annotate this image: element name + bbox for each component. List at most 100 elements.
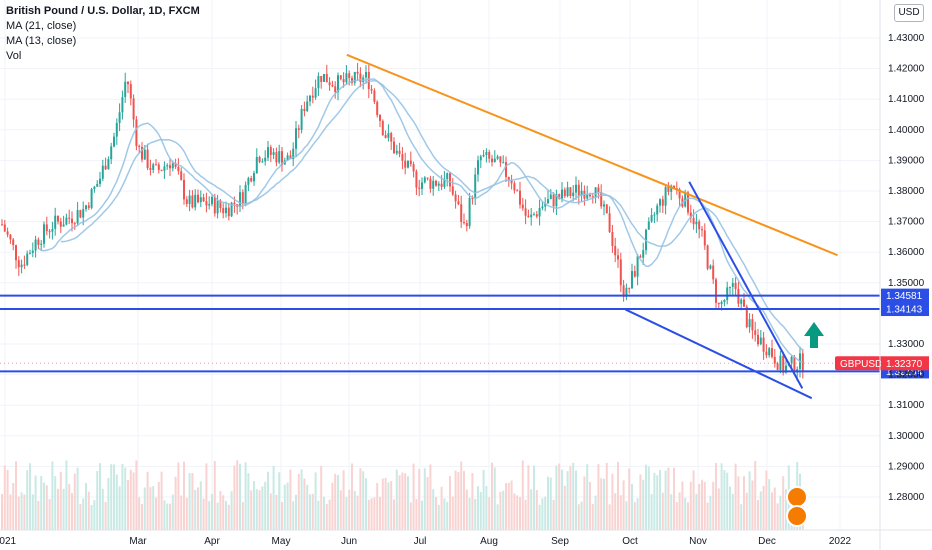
volume-bar xyxy=(740,504,743,530)
volume-bar xyxy=(479,491,482,530)
candle-body xyxy=(365,71,367,78)
candle-body xyxy=(415,171,418,188)
volume-bar xyxy=(628,468,631,530)
candle-body xyxy=(87,205,90,208)
volume-bar xyxy=(465,489,468,530)
grid xyxy=(0,0,880,530)
candle-body xyxy=(127,81,129,85)
volume-bar xyxy=(535,490,538,530)
candle-body xyxy=(37,239,40,245)
volume-bar xyxy=(59,471,62,530)
indicator-ma21[interactable]: MA (21, close) xyxy=(6,20,77,32)
candle-body xyxy=(521,204,524,209)
volume-bar xyxy=(709,495,712,530)
volume-bar xyxy=(471,473,474,530)
volume-bar xyxy=(423,468,426,530)
event-badge-flag-icon[interactable] xyxy=(786,505,808,527)
volume-bar xyxy=(577,504,580,530)
candle-body xyxy=(549,194,552,200)
volume-bar xyxy=(124,467,127,530)
volume-bar xyxy=(729,486,731,530)
volume-bar xyxy=(281,501,283,530)
candle-body xyxy=(9,234,12,240)
candle-body xyxy=(183,179,185,200)
candle-body xyxy=(617,255,619,260)
volume-bar xyxy=(250,490,253,530)
volume-bar xyxy=(390,481,393,530)
volume-bar xyxy=(351,463,353,530)
candle-body xyxy=(510,179,513,184)
volume-bar xyxy=(561,469,563,530)
candle-body xyxy=(40,243,43,245)
candle-body xyxy=(460,204,463,223)
currency-button[interactable]: USD xyxy=(894,4,924,22)
candle-body xyxy=(29,252,31,254)
candle-body xyxy=(353,71,356,83)
volume-bar xyxy=(160,471,163,530)
candle-body xyxy=(43,224,45,244)
candle-body xyxy=(314,88,317,98)
volume-bar xyxy=(26,470,29,530)
volume-bar xyxy=(446,501,449,530)
volume-bar xyxy=(82,498,85,530)
volume-bar xyxy=(269,493,272,530)
volume-bar xyxy=(558,463,561,530)
candle-body xyxy=(701,229,703,231)
volume-bar xyxy=(703,481,706,530)
candle-body xyxy=(527,215,530,218)
candle-body xyxy=(169,165,171,169)
moving-averages xyxy=(38,78,804,363)
volume-bar xyxy=(370,498,373,530)
candle-body xyxy=(309,95,311,102)
candle-body xyxy=(376,101,379,116)
volume-bar xyxy=(572,462,575,530)
x-tick-label: Mar xyxy=(129,536,147,547)
candle-body xyxy=(239,192,241,207)
volume-bar xyxy=(547,476,549,530)
volume-bar xyxy=(311,493,314,530)
volume-bar xyxy=(530,489,533,530)
volume-bar xyxy=(205,463,208,530)
candle-body xyxy=(334,86,337,93)
volume-bar xyxy=(208,501,211,530)
candle-body xyxy=(135,119,138,146)
volume-bar xyxy=(549,477,552,530)
volume-bar xyxy=(485,486,488,530)
volume-bar xyxy=(614,493,617,530)
candle-body xyxy=(404,160,407,168)
candle-body xyxy=(289,155,292,160)
candle-body xyxy=(45,224,48,232)
symbol-title[interactable]: British Pound / U.S. Dollar, 1D, FXCM xyxy=(6,5,200,17)
y-tick-label: 1.42000 xyxy=(888,64,925,75)
indicator-vol[interactable]: Vol xyxy=(6,50,22,62)
candle-body xyxy=(177,166,180,172)
candle-body xyxy=(384,135,387,138)
volume-bar xyxy=(440,486,443,530)
candle-body xyxy=(689,212,692,218)
candle-body xyxy=(379,115,381,121)
volume-bar xyxy=(183,461,185,530)
up-arrow-icon xyxy=(804,322,824,348)
candle-body xyxy=(157,164,160,170)
volume-bar xyxy=(40,475,43,530)
candle-body xyxy=(278,151,281,163)
candle-body xyxy=(328,82,331,86)
volume-bar xyxy=(687,502,689,530)
volume-bar xyxy=(146,471,149,530)
volume-bar xyxy=(365,478,367,530)
candle-body xyxy=(765,351,768,356)
arrow-shape xyxy=(804,322,824,348)
volume-bar xyxy=(85,483,87,530)
candle-body xyxy=(17,260,20,268)
volume-bar xyxy=(202,498,205,530)
volume-bar xyxy=(339,490,342,530)
volume-bar xyxy=(516,495,519,530)
volume-bar xyxy=(300,469,303,530)
candle-body xyxy=(132,98,135,120)
candle-body xyxy=(594,187,597,198)
indicator-ma13[interactable]: MA (13, close) xyxy=(6,35,77,47)
candle-body xyxy=(71,218,73,224)
volume-bar xyxy=(754,461,757,530)
volume-bar xyxy=(645,464,647,530)
